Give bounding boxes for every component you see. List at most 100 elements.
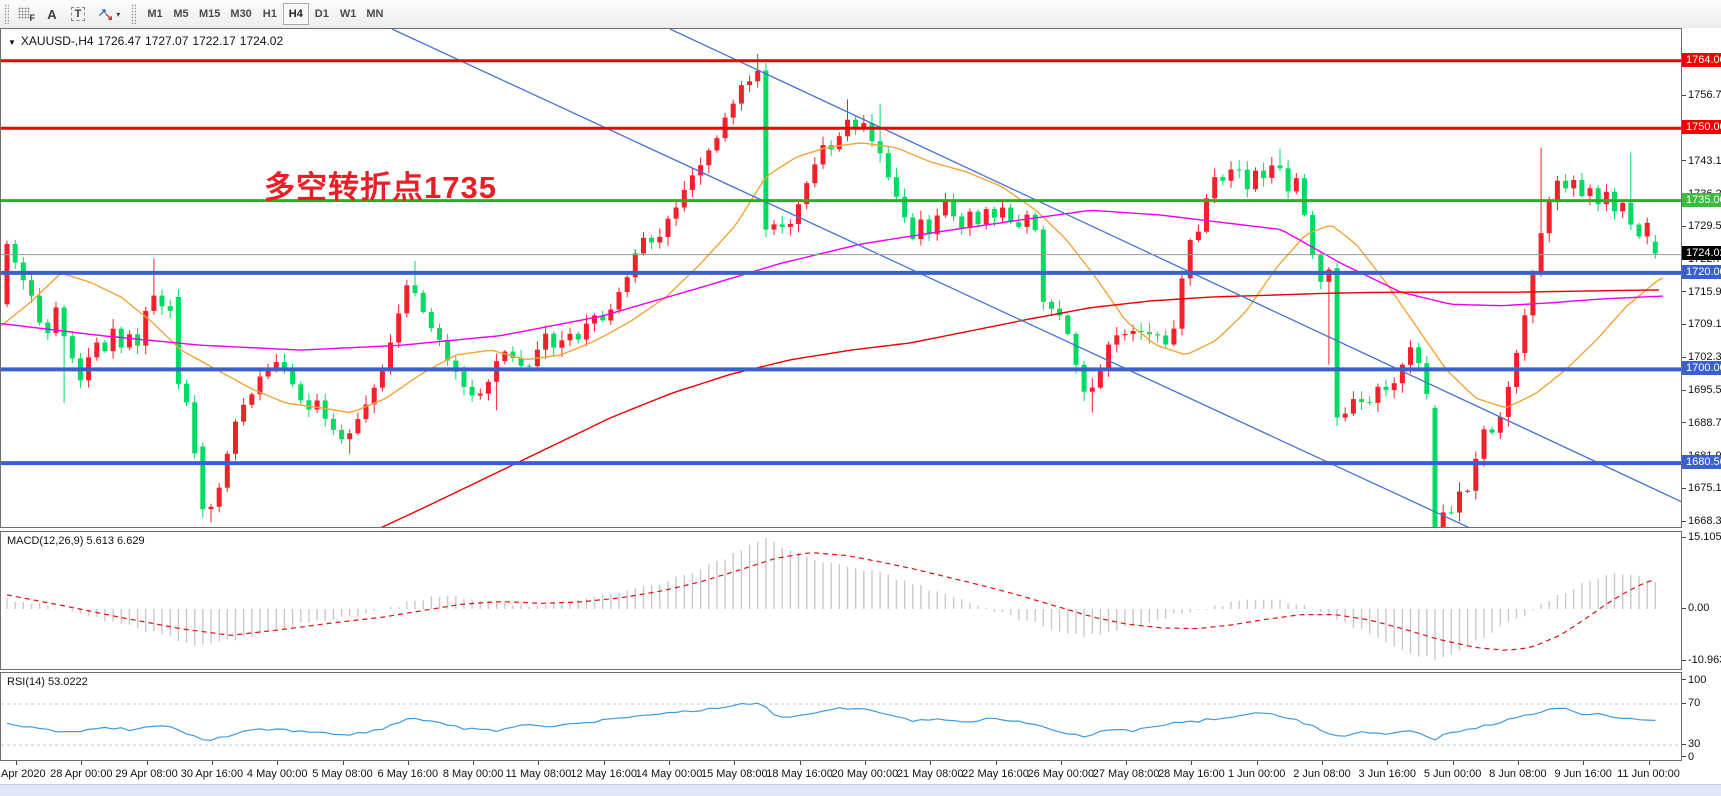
time-label: 2 Jun 08:00 [1293,768,1351,780]
price-tick: 1702.30 [1682,351,1721,364]
time-tick [734,761,736,765]
annotation-text: 多空转折点1735 [264,170,497,205]
price-tick: 1675.10 [1682,482,1721,495]
time-tick [1517,761,1519,765]
timeframe-h4-button[interactable]: H4 [282,3,309,25]
time-label: 4 May 00:00 [246,768,308,780]
price-level-label: 1720.00 [1682,264,1721,279]
timeframe-m1-button[interactable]: M1 [142,3,168,25]
time-label: 12 May 16:00 [570,768,638,780]
timeframe-d1-button[interactable]: D1 [309,3,335,25]
price-tick: 1756.70 [1682,89,1721,102]
time-label: 8 May 00:00 [442,768,504,780]
time-label: 28 May 16:00 [1158,768,1225,780]
time-tick [81,761,83,765]
price-tick: 1688.70 [1682,416,1721,429]
arrow-down-icon: ↘ [104,10,114,23]
price-level-label: 1724.02 [1682,245,1721,260]
rsi-label: RSI(14) 53.0222 [7,676,88,688]
timeframe-mn-button[interactable]: MN [361,3,388,25]
time-label: 14 May 00:00 [635,768,703,780]
timeframe-group: M1 M5 M15 M30 H1 H4 D1 W1 MN [142,3,388,25]
macd-label: MACD(12,26,9) 5.613 6.629 [7,535,145,547]
main-chart-plot[interactable]: ▼ XAUUSD-,H4 1726.47 1727.07 1722.17 1724.02 … [0,28,1682,528]
price-level-label: 1735.00 [1682,192,1721,207]
time-tick [799,761,801,765]
time-tick [342,761,344,765]
price-tick: 1729.50 [1682,220,1721,233]
time-tick [1322,761,1323,765]
rsi-scale-tick: 30 [1682,738,1700,751]
price-tick: 1715.90 [1682,285,1721,298]
chart-dropdown-icon[interactable]: ▼ [8,38,16,47]
macd-chart [6,537,1657,660]
time-tick [211,761,213,765]
macd-panel: MACD(12,26,9) 5.613 6.629 15.105 0.00 -10.… [0,531,1721,670]
time-tick [1191,761,1193,765]
time-label: 8 Jun 08:00 [1489,768,1547,780]
time-tick [146,761,148,765]
timeframe-m5-button[interactable]: M5 [168,3,194,25]
price-scale[interactable]: 1756.701743.101736.201729.501722.701715.… [1682,28,1721,528]
rsi-chart [1,702,1681,746]
macd-plot[interactable]: MACD(12,26,9) 5.613 6.629 [0,531,1682,670]
time-tick [1648,761,1650,765]
ohlc-low: 1722.17 [192,34,236,48]
price-level-label: 1700.00 [1682,361,1721,376]
time-tick [1452,761,1454,765]
price-tick: 1695.50 [1682,384,1721,397]
time-label: 5 Jun 00:00 [1423,768,1482,780]
toolbar: F A T ↗ ↘ ▾ M1 M5 M15 M30 H1 H4 D1 W1 MN [0,0,1721,29]
time-label: 26 May 00:00 [1027,768,1095,780]
macd-scale-tick: 15.105 [1682,531,1721,544]
time-tick [1060,761,1062,765]
macd-scale[interactable]: 15.105 0.00 -10.963 [1682,531,1721,670]
time-label: 11 Jun 00:00 [1617,768,1680,780]
time-tick [277,761,279,765]
macd-scale-tick: -10.963 [1682,654,1721,667]
arrow-tools-dropdown[interactable]: ↗ ↘ ▾ [92,3,126,25]
time-tick [16,761,17,765]
time-label: 11 May 08:00 [505,768,572,780]
timeframe-m15-button[interactable]: M15 [194,3,225,25]
time-tick [473,761,475,765]
candlestick-chart [1,29,1681,527]
rsi-panel: RSI(14) 53.0222 100 70 30 0 [0,672,1721,763]
toolbar-drag-handle[interactable] [4,4,9,24]
time-tick [864,761,866,765]
time-label: 24 Apr 2020 [0,768,46,780]
text-a-icon[interactable]: A [40,3,64,25]
timeframe-m30-button[interactable]: M30 [225,3,256,25]
time-tick [1387,761,1389,765]
price-tick: 1668.30 [1682,515,1721,528]
grid-f-icon[interactable]: F [14,3,38,25]
rsi-scale-tick: 0 [1682,750,1694,763]
macd-scale-tick: 0.00 [1682,602,1709,615]
price-level-label: 1750.00 [1682,120,1721,135]
time-tick [407,761,409,765]
toolbar-separator [131,4,136,24]
time-label: 1 Jun 00:00 [1227,768,1286,780]
chart-title: ▼ XAUUSD-,H4 1726.47 1727.07 1722.17 1724.02 [8,34,287,48]
time-label: 9 Jun 16:00 [1554,768,1612,780]
time-label: 20 May 00:00 [831,768,899,780]
ohlc-high: 1727.07 [145,34,189,48]
time-label: 27 May 08:00 [1092,768,1160,780]
dots-icon [18,7,30,19]
time-label: 22 May 16:00 [962,768,1029,780]
rsi-scale[interactable]: 100 70 30 0 [1682,672,1721,763]
timeframe-w1-button[interactable]: W1 [335,3,362,25]
time-tick [1256,761,1258,765]
rsi-scale-tick: 100 [1682,673,1706,686]
text-label-icon[interactable]: T [66,3,90,25]
rsi-plot[interactable]: RSI(14) 53.0222 [0,672,1682,761]
time-label: 6 May 16:00 [377,768,439,780]
time-label: 28 Apr 00:00 [50,768,113,780]
time-tick [930,761,932,765]
main-chart-panel: ▼ XAUUSD-,H4 1726.47 1727.07 1722.17 1724.02 … [0,28,1721,528]
status-strip [0,784,1721,796]
timeframe-h1-button[interactable]: H1 [257,3,283,25]
time-tick [603,761,605,765]
